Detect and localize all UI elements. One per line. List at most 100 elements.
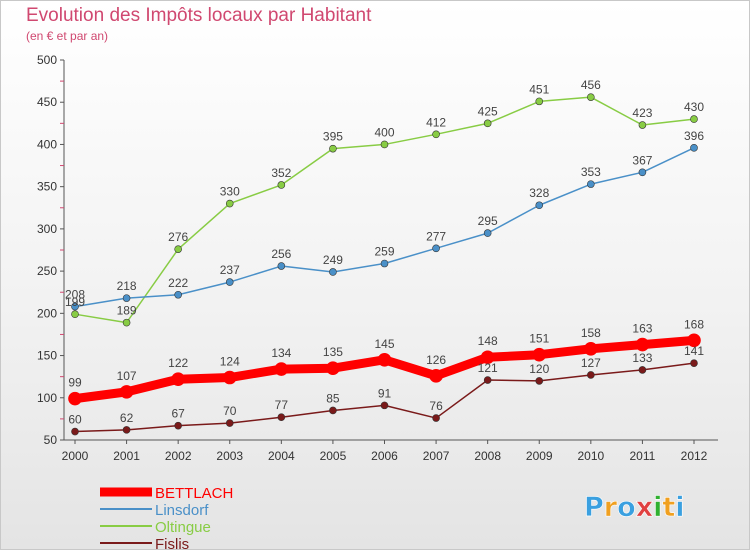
data-label: 124 — [220, 355, 240, 369]
data-label: 163 — [632, 322, 652, 336]
data-label: 60 — [68, 413, 82, 427]
data-label: 62 — [120, 411, 134, 425]
x-tick-label: 2005 — [320, 449, 347, 463]
logo-letter: t — [662, 492, 675, 523]
series-lines — [68, 93, 701, 436]
x-tick-label: 2003 — [216, 449, 243, 463]
data-point — [329, 144, 337, 153]
logo-letter: i — [653, 492, 662, 523]
data-label: 328 — [529, 186, 549, 200]
data-label: 77 — [275, 398, 289, 412]
data-point — [277, 181, 286, 189]
data-point — [122, 294, 131, 302]
legend-label-bettlach: BETTLACH — [155, 485, 233, 502]
x-tick-label: 2010 — [577, 449, 604, 463]
data-point — [483, 119, 492, 128]
chart-title: Evolution des Impôts locaux par Habitant — [26, 5, 372, 26]
data-point — [690, 115, 698, 123]
data-point — [277, 413, 286, 422]
data-point — [174, 290, 182, 299]
data-label: 396 — [684, 129, 704, 143]
data-label: 199 — [65, 295, 85, 309]
data-label: 353 — [581, 165, 601, 179]
data-point — [71, 427, 79, 436]
data-point — [174, 245, 182, 253]
data-label: 133 — [632, 351, 652, 365]
data-label: 70 — [223, 404, 237, 418]
data-label: 451 — [529, 82, 549, 96]
data-point — [171, 372, 185, 387]
y-tick-label: 350 — [37, 180, 57, 194]
data-label: 107 — [117, 369, 137, 383]
y-tick-label: 400 — [37, 137, 57, 151]
data-label: 141 — [684, 344, 704, 358]
data-point — [222, 370, 237, 385]
data-point — [71, 310, 79, 318]
data-point — [225, 278, 234, 286]
data-point — [122, 426, 131, 434]
data-label: 168 — [684, 317, 704, 331]
data-point — [483, 229, 492, 237]
data-label: 126 — [426, 353, 446, 367]
data-point — [429, 369, 443, 383]
data-label: 85 — [326, 391, 340, 405]
legend-label-fislis: Fislis — [155, 536, 189, 550]
proxiti-logo: Proxiti — [584, 492, 685, 524]
x-tick-label: 2004 — [268, 449, 295, 463]
data-point — [225, 419, 234, 427]
y-tick-label: 100 — [37, 391, 57, 405]
x-tick-label: 2012 — [681, 449, 708, 463]
data-point — [174, 421, 182, 430]
data-label: 134 — [271, 346, 291, 360]
data-point — [587, 180, 595, 188]
data-point — [380, 401, 389, 410]
data-label: 367 — [632, 153, 652, 167]
data-point — [638, 168, 647, 177]
x-tick-label: 2001 — [113, 449, 140, 463]
data-point — [480, 350, 495, 365]
data-label: 122 — [168, 356, 188, 370]
data-label: 91 — [378, 386, 392, 400]
y-tick-label: 250 — [37, 264, 57, 278]
logo-letter: P — [584, 492, 604, 523]
logo-letter: i — [675, 492, 684, 523]
logo-text: Proxiti — [584, 492, 685, 523]
data-label: 395 — [323, 130, 343, 144]
data-labels: 199 189 276 330 352 395 400 412 425 451 456 423 430 2… — [65, 78, 704, 426]
data-label: 425 — [478, 104, 498, 118]
data-point — [584, 341, 598, 356]
data-point — [432, 414, 440, 422]
data-point — [635, 337, 650, 352]
data-label: 76 — [429, 399, 443, 413]
data-label: 456 — [581, 78, 601, 92]
data-label: 158 — [581, 326, 601, 340]
data-point — [532, 347, 547, 362]
data-label: 99 — [68, 376, 82, 390]
data-point — [225, 199, 234, 208]
data-point — [587, 371, 595, 379]
data-point — [587, 93, 595, 101]
data-label: 208 — [65, 288, 85, 302]
data-label: 127 — [581, 356, 601, 370]
y-tick-label: 50 — [44, 433, 58, 447]
data-point — [535, 97, 544, 106]
data-label: 218 — [117, 279, 137, 293]
x-tick-label: 2002 — [165, 449, 192, 463]
x-tick-label: 2007 — [423, 449, 450, 463]
data-point — [277, 262, 286, 270]
data-label: 151 — [529, 332, 549, 346]
data-point — [329, 268, 337, 276]
data-label: 189 — [117, 304, 137, 318]
data-point — [119, 385, 134, 399]
y-tick-label: 500 — [37, 53, 57, 67]
x-tick-label: 2008 — [474, 449, 501, 463]
data-label: 145 — [374, 337, 394, 351]
logo-letter: x — [636, 492, 653, 523]
data-label: 121 — [478, 361, 498, 375]
data-point — [690, 359, 698, 367]
data-point — [687, 333, 701, 348]
legend-label-oltingue: Oltingue — [155, 519, 211, 536]
data-label: 430 — [684, 100, 704, 114]
data-point — [71, 302, 79, 311]
